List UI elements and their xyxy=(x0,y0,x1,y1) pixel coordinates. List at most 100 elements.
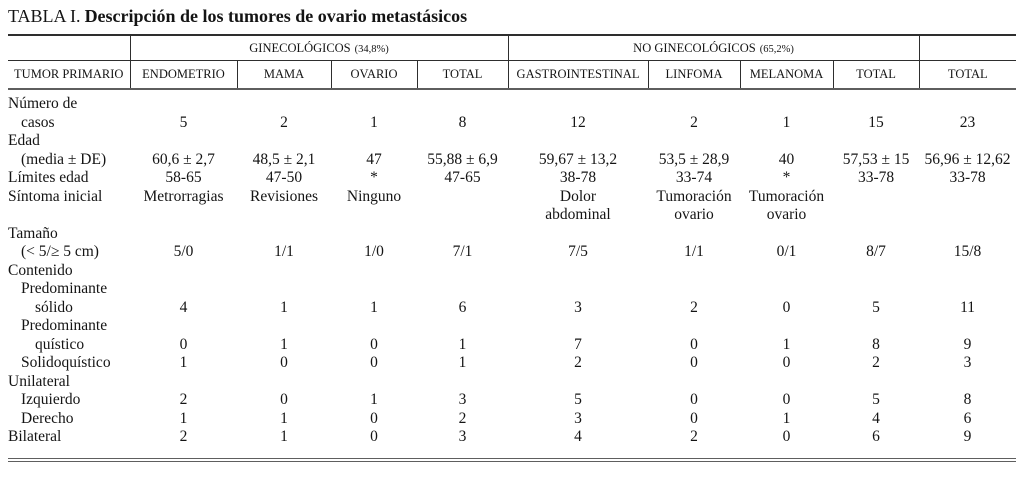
cell xyxy=(740,262,833,281)
table-title-label: TABLA I. xyxy=(8,6,81,26)
table-title: TABLA I. Descripción de los tumores de ov… xyxy=(8,4,1016,28)
cell: 15 xyxy=(868,113,884,131)
cell xyxy=(331,373,417,392)
cell: 4 xyxy=(179,298,188,316)
cell: 9 xyxy=(963,428,972,445)
cell xyxy=(417,373,508,392)
cell xyxy=(417,280,508,299)
row-label: Edad xyxy=(8,132,40,149)
cell: 5 xyxy=(872,391,880,408)
table-row: Síntoma inicial Metrorragias Revisiones Nin… xyxy=(8,188,1016,225)
cell: 2 xyxy=(458,409,467,427)
cell xyxy=(740,373,833,392)
cell: 0 xyxy=(690,335,698,353)
cell xyxy=(508,280,648,299)
data-table: GINECOLÓGICOS (34,8%) NO GINECOLÓGICOS (65… xyxy=(8,34,1017,447)
cell: 1/0 xyxy=(364,243,384,260)
cell: 0 xyxy=(782,298,791,316)
cell xyxy=(331,89,417,114)
column-header-row: TUMOR PRIMARIO ENDOMETRIO MAMA OVARIO TO… xyxy=(8,60,1017,90)
cell: 8/7 xyxy=(866,243,886,260)
cell: 0 xyxy=(280,354,288,371)
cell: 1 xyxy=(458,354,467,371)
cell: 0 xyxy=(280,391,288,408)
cell xyxy=(648,132,740,151)
group-header-ginecologicos: GINECOLÓGICOS (34,8%) xyxy=(130,34,509,61)
cell xyxy=(833,188,919,225)
cell: 0 xyxy=(690,409,698,427)
table-row: Derecho 1 1 0 2 3 0 1 4 6 xyxy=(8,410,1016,429)
cell: 7/5 xyxy=(568,243,588,260)
row-label: Unilateral xyxy=(8,372,70,390)
cell: 11 xyxy=(960,298,975,316)
cell xyxy=(331,317,417,336)
cell: 33-74 xyxy=(675,169,713,186)
cell xyxy=(919,225,1016,244)
cell: 6 xyxy=(458,298,467,316)
row-label: Derecho xyxy=(21,409,74,427)
cell xyxy=(237,225,331,244)
cell xyxy=(237,373,331,392)
cell xyxy=(508,317,648,336)
cell xyxy=(648,317,740,336)
column-header-ovario: OVARIO xyxy=(331,60,418,90)
cell: 0 xyxy=(370,335,378,353)
cell xyxy=(833,262,919,281)
group-header-row: GINECOLÓGICOS (34,8%) NO GINECOLÓGICOS (65… xyxy=(8,34,1017,61)
cell: 2 xyxy=(179,428,188,445)
cell xyxy=(648,280,740,299)
cell xyxy=(237,280,331,299)
table-row: Número de xyxy=(8,89,1016,114)
cell xyxy=(833,373,919,392)
cell: 3 xyxy=(963,354,972,371)
table-row: Predominante xyxy=(8,280,1016,299)
group-percent: (34,8%) xyxy=(354,43,389,55)
cell: 6 xyxy=(872,428,880,445)
row-label: casos xyxy=(21,113,55,131)
row-label: Bilateral xyxy=(8,428,62,445)
cell: 33-78 xyxy=(857,169,895,186)
table-row: Izquierdo 2 0 1 3 5 0 0 5 8 xyxy=(8,391,1016,410)
table-row: Contenido xyxy=(8,262,1016,281)
table-row: casos 5 2 1 8 12 2 1 15 23 xyxy=(8,114,1016,133)
cell xyxy=(130,225,237,244)
group-header-spacer xyxy=(8,34,131,61)
cell: 55,88 ± 6,9 xyxy=(427,150,498,168)
cell: 3 xyxy=(574,298,582,316)
cell xyxy=(919,89,1016,114)
cell xyxy=(417,262,508,281)
row-label: (media ± DE) xyxy=(21,150,107,168)
cell: 38-78 xyxy=(559,169,597,186)
table-row: Tamaño xyxy=(8,225,1016,244)
table-container: GINECOLÓGICOS (34,8%) NO GINECOLÓGICOS (65… xyxy=(8,34,1017,462)
cell: 1 xyxy=(179,354,188,371)
cell: 0 xyxy=(370,354,378,371)
cell: 7 xyxy=(574,335,582,353)
cell xyxy=(417,89,508,114)
cell: 2 xyxy=(872,354,880,371)
cell xyxy=(130,317,237,336)
cell: 0 xyxy=(782,354,791,371)
cell: 1 xyxy=(782,409,791,427)
table-row: Solidoquístico 1 0 0 1 2 0 0 2 3 xyxy=(8,354,1016,373)
cell: 0 xyxy=(690,354,698,371)
cell xyxy=(331,262,417,281)
cell: 6 xyxy=(963,409,972,427)
cell: 47-50 xyxy=(265,169,303,186)
cell: 2 xyxy=(690,298,698,316)
cell: 9 xyxy=(963,335,972,353)
cell: 0 xyxy=(179,335,188,353)
cell: 57,53 ± 15 xyxy=(842,150,910,168)
cell xyxy=(740,280,833,299)
table-row: quístico 0 1 0 1 7 0 1 8 9 xyxy=(8,336,1016,355)
cell: 5 xyxy=(574,391,582,408)
cell: Ninguno xyxy=(346,187,402,205)
table-row: Límites edad 58-65 47-50 * 47-65 38-78 33-74 * 3… xyxy=(8,169,1016,188)
cell: 1 xyxy=(370,298,378,316)
row-label: Solidoquístico xyxy=(21,354,111,371)
cell: 60,6 ± 2,7 xyxy=(152,150,215,168)
table-row: Edad xyxy=(8,132,1016,151)
cell: Dolor abdominal xyxy=(545,187,611,224)
row-label: quístico xyxy=(35,335,85,353)
cell xyxy=(648,225,740,244)
